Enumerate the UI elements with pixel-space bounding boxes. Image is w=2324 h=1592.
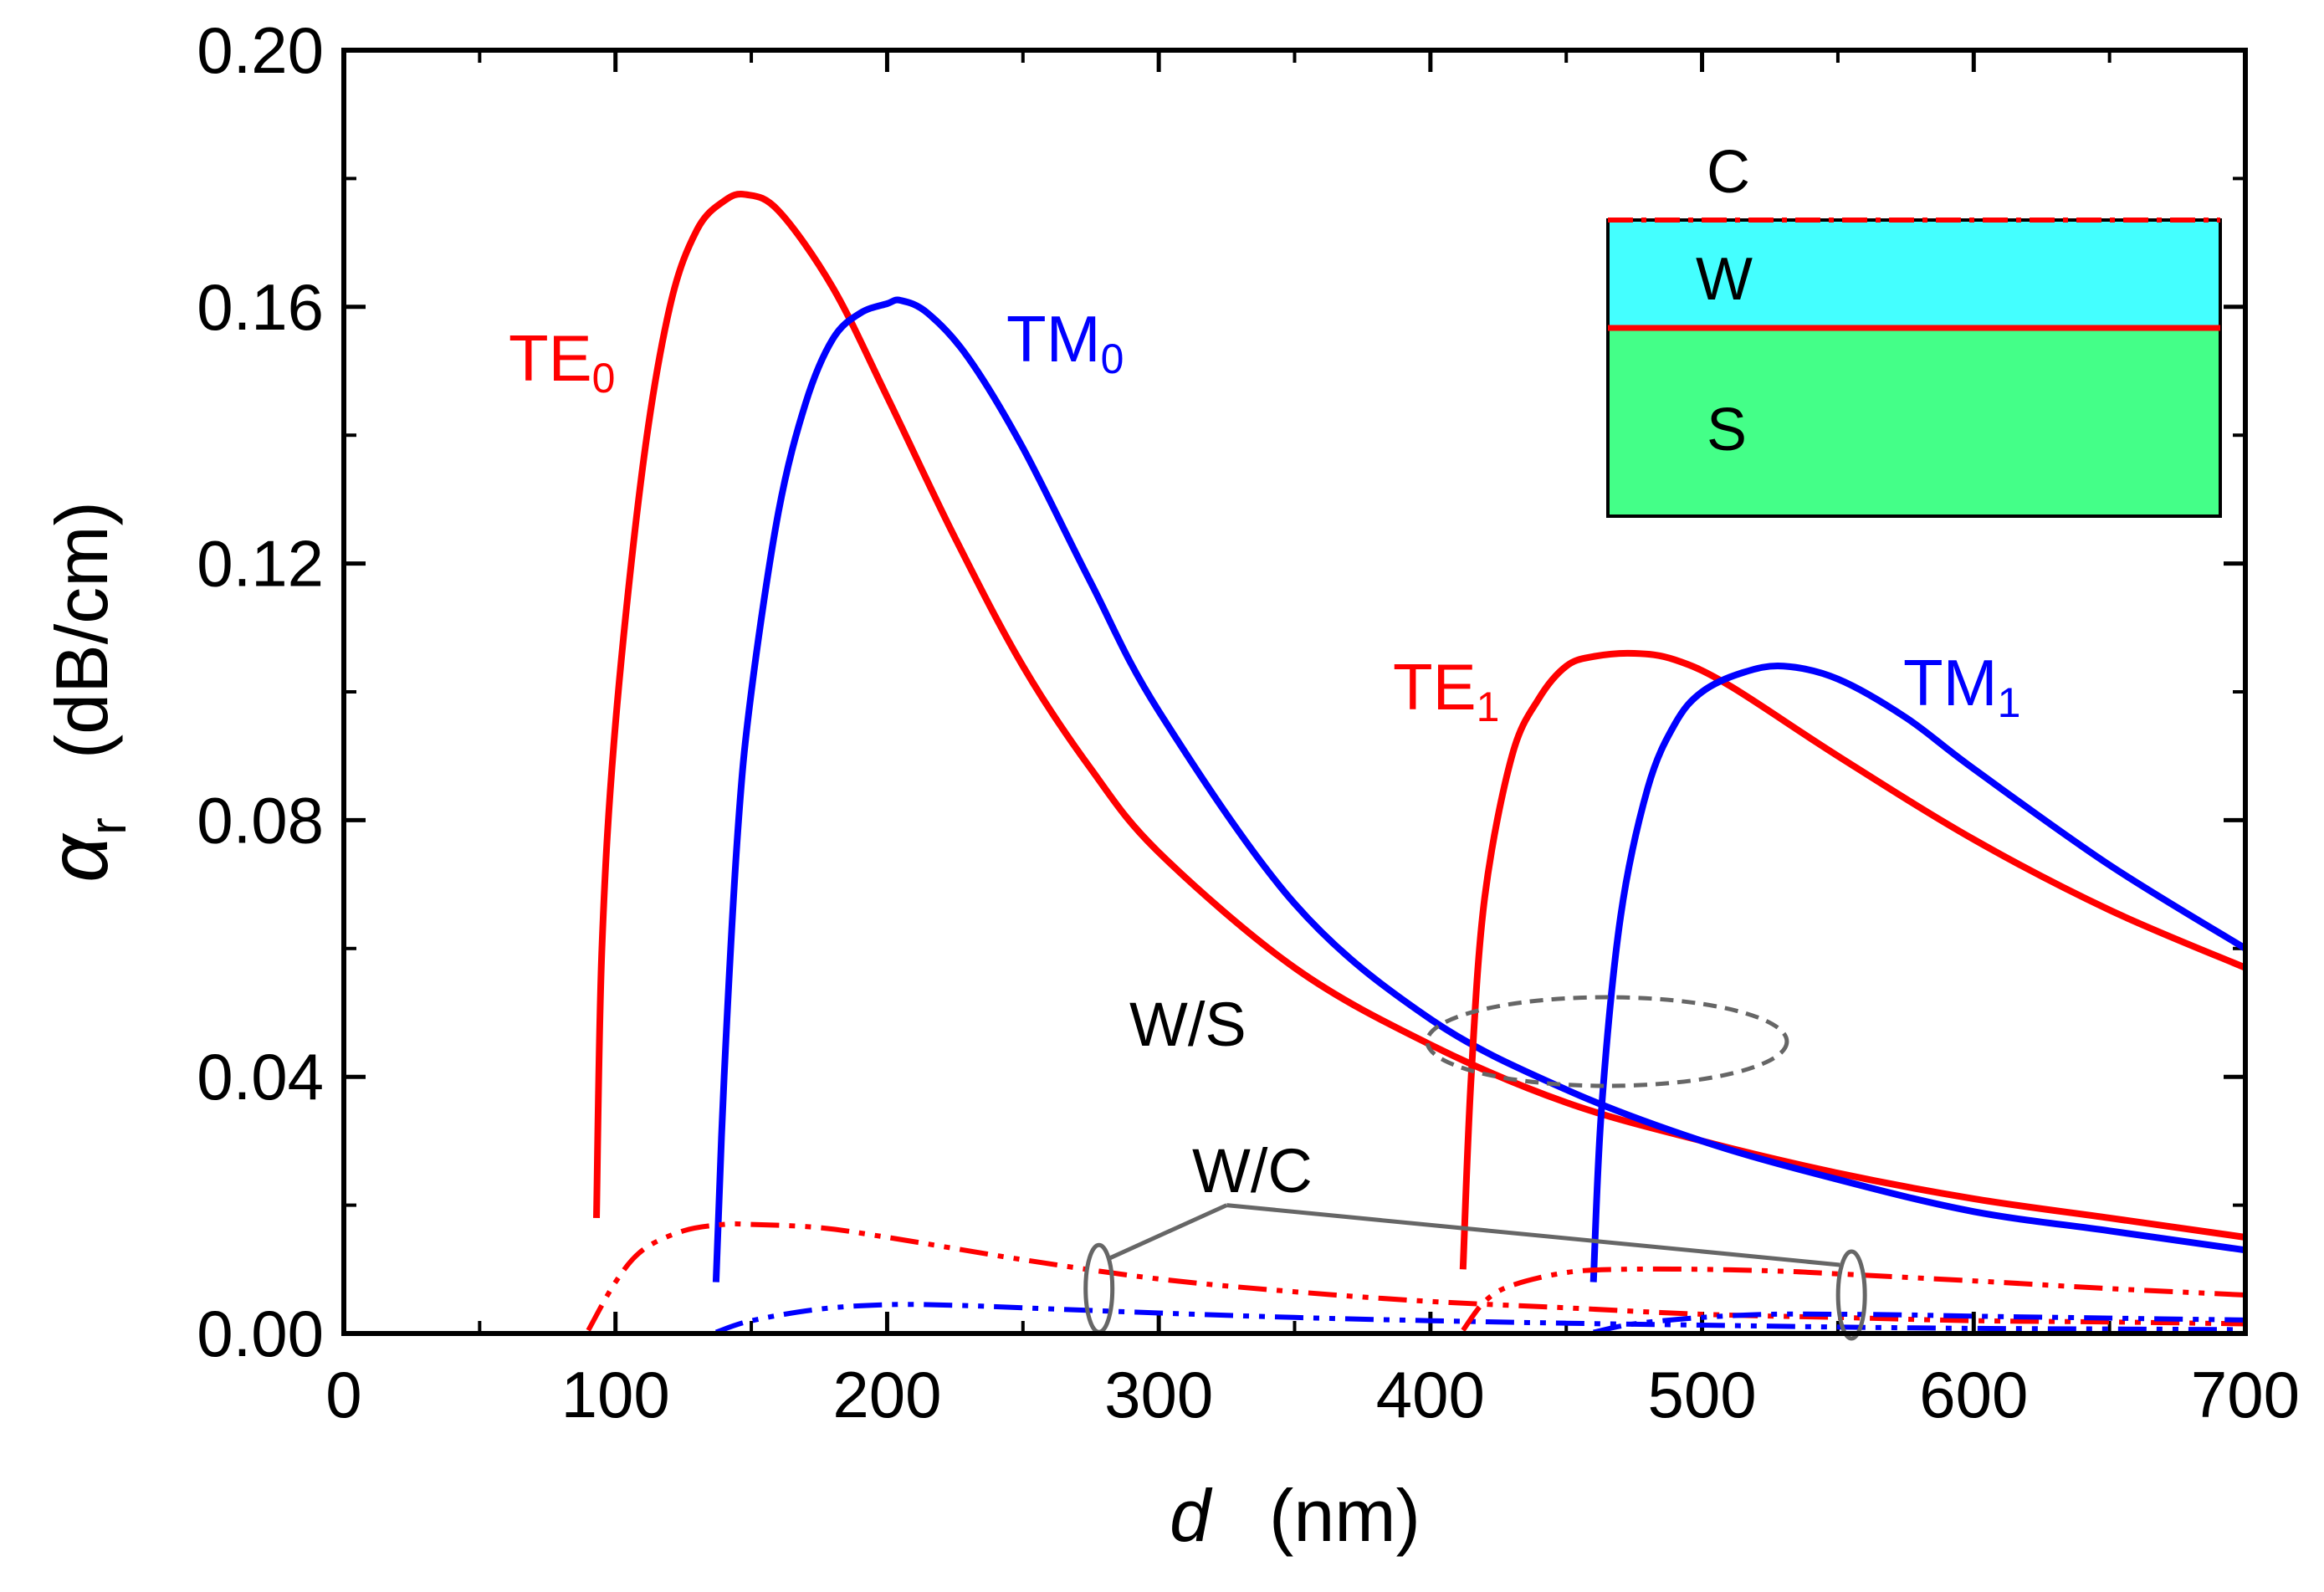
mode-label-tm1: TM1 [1903, 646, 2020, 726]
mode-label-te0: TE0 [509, 321, 615, 402]
x-axis-unit: (nm) [1269, 1474, 1421, 1557]
y-tick-label: 0.08 [197, 783, 324, 857]
ws-annotation-label: W/S [1129, 990, 1246, 1059]
x-axis-title: d (nm) [1170, 1474, 1421, 1557]
inset-substrate [1606, 326, 2222, 518]
wc-connector-line [1108, 1203, 1228, 1261]
mode-label-tm1-main: TM [1903, 646, 1998, 719]
inset-substrate-label: S [1707, 397, 1747, 463]
axes-layer: 0 100 200 300 400 500 600 7000.000.040.080.120.… [197, 13, 2300, 1431]
annotation-layer [1083, 995, 1867, 1341]
wc-connector-line [1226, 1203, 1840, 1267]
y-axis-subscript: r [79, 817, 137, 835]
mode-label-te0-sub: 0 [592, 355, 616, 402]
y-axis-title: αr (dB/cm) [32, 501, 137, 883]
mode-label-tm1-sub: 1 [1998, 679, 2021, 726]
x-tick-label: 300 [1104, 1358, 1213, 1431]
y-tick-label: 0.16 [197, 270, 324, 344]
inset-cover-label: C [1707, 139, 1750, 206]
x-tick-label: 400 [1376, 1358, 1485, 1431]
y-axis-symbol: α [32, 832, 125, 883]
x-tick-label: 500 [1648, 1358, 1757, 1431]
mode-label-te1-main: TE [1393, 650, 1477, 724]
x-tick-label: 600 [1919, 1358, 2028, 1431]
y-tick-label: 0.12 [197, 527, 324, 601]
ws-ellipse [1425, 995, 1789, 1088]
mode-label-tm0-main: TM [1006, 302, 1101, 376]
x-tick-label: 100 [561, 1358, 670, 1431]
series-tm0-ws [712, 296, 2246, 1282]
y-tick-label: 0.00 [197, 1297, 324, 1370]
x-tick-label: 200 [832, 1358, 941, 1431]
series-te1-ws [1459, 649, 2247, 1270]
wc-annotation-label: W/C [1192, 1136, 1313, 1206]
x-axis-symbol: d [1170, 1474, 1213, 1557]
x-tick-label: 700 [2191, 1358, 2300, 1431]
series-te0-wc [586, 1221, 2246, 1332]
y-axis-unit: (dB/cm) [40, 501, 123, 759]
series-layer [586, 191, 2248, 1335]
x-tick-label: 0 [325, 1358, 361, 1431]
mode-label-tm0: TM0 [1006, 302, 1124, 382]
wc-ellipse [1083, 1242, 1115, 1334]
series-tm1-ws [1589, 663, 2248, 1282]
mode-label-tm0-sub: 0 [1101, 335, 1124, 382]
y-tick-label: 0.20 [197, 13, 324, 87]
mode-label-te0-main: TE [509, 321, 592, 395]
series-tm0-wc [714, 1302, 2246, 1335]
y-tick-label: 0.04 [197, 1040, 324, 1113]
mode-label-te1: TE1 [1393, 650, 1499, 730]
inset-film-label: W [1696, 246, 1753, 313]
wc-ellipse [1835, 1249, 1867, 1341]
series-tm1-wc [1593, 1311, 2246, 1335]
plot-frame [341, 48, 2248, 1336]
inset-diagram: C W S [1606, 139, 2222, 518]
mode-label-te1-sub: 1 [1477, 683, 1500, 730]
